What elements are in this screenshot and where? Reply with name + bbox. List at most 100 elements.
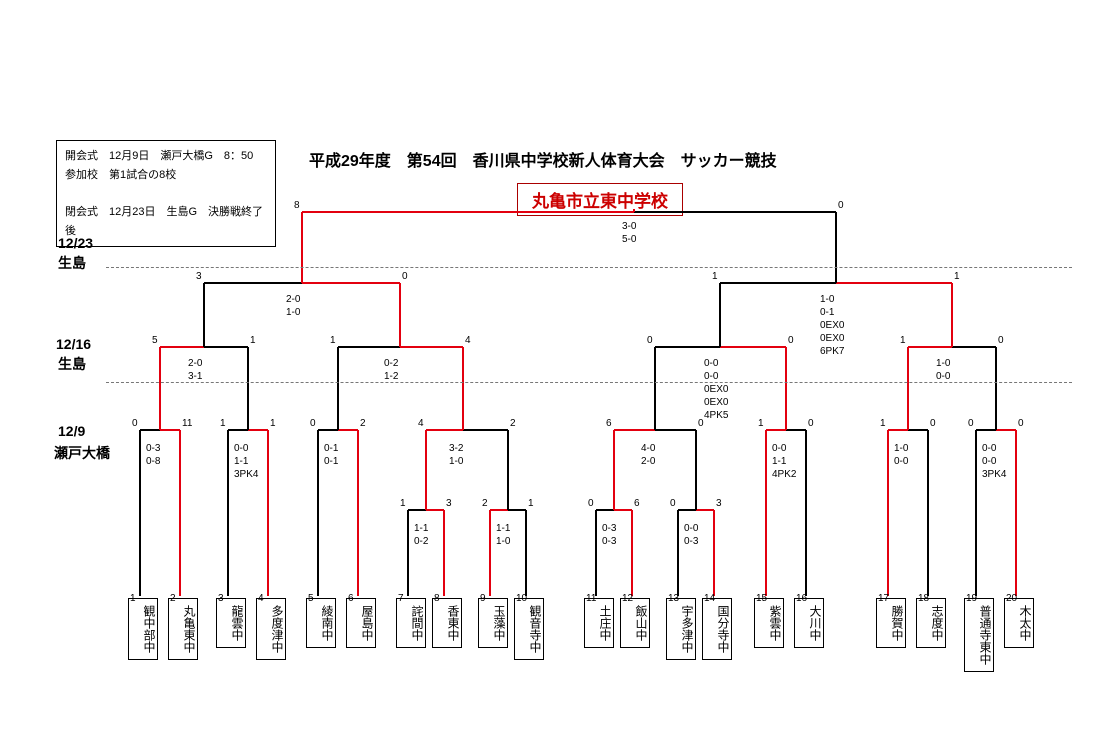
- advance-num: 1: [400, 498, 406, 509]
- score-label: 3-0 5-0: [622, 220, 636, 246]
- score-label: 1-0 0-0: [894, 442, 908, 468]
- row-label: 12/23: [58, 235, 93, 251]
- team-box: 観音寺中: [514, 598, 544, 660]
- score-label: 0-1 0-1: [324, 442, 338, 468]
- score-label: 4-0 2-0: [641, 442, 655, 468]
- advance-num: 1: [900, 335, 906, 346]
- team-box: 大川中: [794, 598, 824, 648]
- seed-number: 14: [704, 593, 715, 604]
- advance-num: 0: [647, 335, 653, 346]
- advance-num: 2: [360, 418, 366, 429]
- advance-num: 6: [634, 498, 640, 509]
- advance-num: 4: [465, 335, 471, 346]
- advance-num: 0: [310, 418, 316, 429]
- score-label: 0-2 1-2: [384, 357, 398, 383]
- advance-num: 0: [402, 271, 408, 282]
- seed-number: 1: [130, 593, 136, 604]
- team-box: 普通寺東中: [964, 598, 994, 672]
- seed-number: 8: [434, 593, 440, 604]
- team-box: 宇多津中: [666, 598, 696, 660]
- score-label: 0-0 0-3: [684, 522, 698, 548]
- score-label: 1-0 0-1 0EX0 0EX0 6PK7: [820, 293, 844, 358]
- seed-number: 4: [258, 593, 264, 604]
- team-box: 玉藻中: [478, 598, 508, 648]
- team-box: 香東中: [432, 598, 462, 648]
- seed-number: 13: [668, 593, 679, 604]
- score-label: 0-0 0-0 0EX0 0EX0 4PK5: [704, 357, 728, 422]
- team-box: 勝賀中: [876, 598, 906, 648]
- team-box: 綾南中: [306, 598, 336, 648]
- round-divider: [106, 267, 1072, 268]
- team-box: 詫間中: [396, 598, 426, 648]
- seed-number: 20: [1006, 593, 1017, 604]
- seed-number: 12: [622, 593, 633, 604]
- advance-num: 1: [270, 418, 276, 429]
- advance-num: 1: [880, 418, 886, 429]
- advance-num: 0: [998, 335, 1004, 346]
- round-divider: [106, 382, 1072, 383]
- advance-num: 0: [670, 498, 676, 509]
- advance-num: 3: [446, 498, 452, 509]
- advance-num: 1: [528, 498, 534, 509]
- score-label: 2-0 1-0: [286, 293, 300, 319]
- row-label: 生島: [58, 253, 86, 273]
- row-label: 瀬戸大橋: [54, 443, 110, 463]
- seed-number: 18: [918, 593, 929, 604]
- seed-number: 16: [796, 593, 807, 604]
- team-box: 紫雲中: [754, 598, 784, 648]
- team-box: 多度津中: [256, 598, 286, 660]
- team-box: 屋島中: [346, 598, 376, 648]
- advance-num: 1: [330, 335, 336, 346]
- team-box: 龍雲中: [216, 598, 246, 648]
- advance-num: 0: [930, 418, 936, 429]
- advance-num: 4: [418, 418, 424, 429]
- advance-num: 2: [482, 498, 488, 509]
- advance-num: 3: [716, 498, 722, 509]
- advance-num: 0: [968, 418, 974, 429]
- team-box: 国分寺中: [702, 598, 732, 660]
- row-label: 12/9: [58, 423, 85, 439]
- score-label: 1-1 0-2: [414, 522, 428, 548]
- advance-num: 8: [294, 200, 300, 211]
- score-label: 0-3 0-8: [146, 442, 160, 468]
- advance-num: 0: [788, 335, 794, 346]
- seed-number: 3: [218, 593, 224, 604]
- advance-num: 0: [808, 418, 814, 429]
- team-box: 飯山中: [620, 598, 650, 648]
- score-label: 0-0 0-0 3PK4: [982, 442, 1006, 481]
- seed-number: 19: [966, 593, 977, 604]
- seed-number: 15: [756, 593, 767, 604]
- advance-num: 3: [196, 271, 202, 282]
- score-label: 1-0 0-0: [936, 357, 950, 383]
- seed-number: 7: [398, 593, 404, 604]
- advance-num: 5: [152, 335, 158, 346]
- team-box: 丸亀東中: [168, 598, 198, 660]
- score-label: 0-0 1-1 3PK4: [234, 442, 258, 481]
- seed-number: 11: [586, 593, 596, 604]
- advance-num: 1: [220, 418, 226, 429]
- advance-num: 1: [954, 271, 960, 282]
- advance-num: 1: [250, 335, 256, 346]
- advance-num: 11: [182, 418, 192, 429]
- seed-number: 9: [480, 593, 486, 604]
- seed-number: 10: [516, 593, 527, 604]
- score-label: 3-2 1-0: [449, 442, 463, 468]
- team-box: 志度中: [916, 598, 946, 648]
- score-label: 1-1 1-0: [496, 522, 510, 548]
- advance-num: 0: [1018, 418, 1024, 429]
- advance-num: 0: [838, 200, 844, 211]
- team-box: 木太中: [1004, 598, 1034, 648]
- team-box: 土庄中: [584, 598, 614, 648]
- advance-num: 6: [606, 418, 612, 429]
- row-label: 12/16: [56, 336, 91, 352]
- advance-num: 2: [510, 418, 516, 429]
- score-label: 0-3 0-3: [602, 522, 616, 548]
- team-box: 観中部中: [128, 598, 158, 660]
- advance-num: 0: [588, 498, 594, 509]
- seed-number: 17: [878, 593, 889, 604]
- row-label: 生島: [58, 354, 86, 374]
- advance-num: 0: [132, 418, 138, 429]
- advance-num: 0: [698, 418, 704, 429]
- score-label: 2-0 3-1: [188, 357, 202, 383]
- seed-number: 6: [348, 593, 354, 604]
